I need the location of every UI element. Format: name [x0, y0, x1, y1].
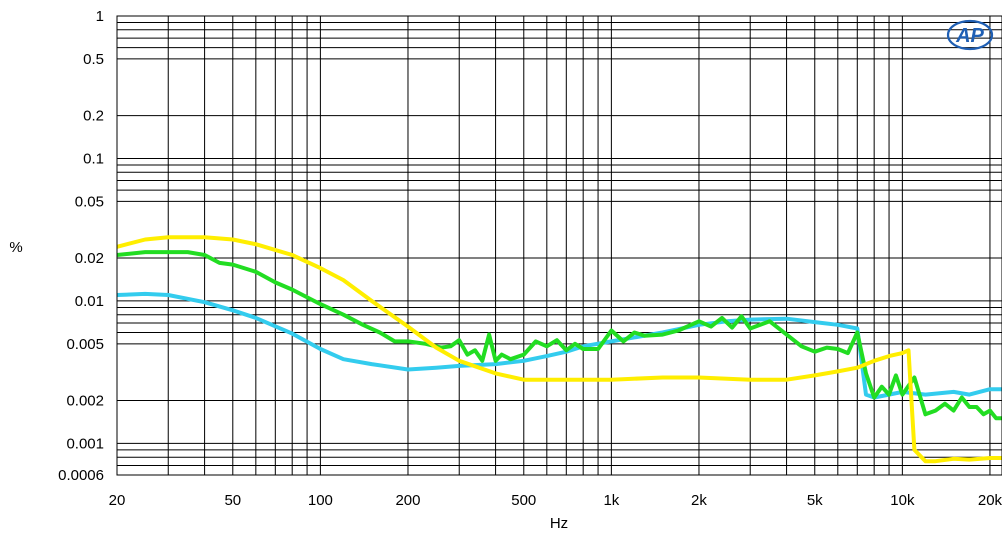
y-axis-ticks: 1 0.5 0.2 0.1 0.05 0.02 0.01 0.005 0.002 0.001 0.0…: [58, 8, 104, 484]
y-tick-label: 0.02: [75, 250, 104, 267]
y-tick-label: 1: [96, 8, 104, 25]
y-tick-label: 0.1: [83, 150, 104, 167]
x-axis-ticks: 20 50 100 200 500 1k 2k 5k 10k 20k: [109, 492, 1002, 509]
y-tick-label: 0.05: [75, 193, 104, 210]
series-layer: [116, 235, 1002, 464]
y-tick-label: 0.001: [66, 435, 104, 452]
x-tick-label: 100: [308, 492, 333, 509]
y-tick-label: 0.0006: [58, 467, 104, 484]
x-tick-label: 5k: [807, 492, 823, 509]
x-tick-label: 2k: [691, 492, 707, 509]
x-tick-label: 500: [511, 492, 536, 509]
x-tick-label: 20k: [978, 492, 1002, 509]
plot-frame: [116, 15, 1002, 476]
x-tick-label: 1k: [603, 492, 619, 509]
x-tick-label: 20: [109, 492, 126, 509]
svg-text:AP: AP: [955, 25, 984, 47]
series-line-2: [116, 250, 1002, 421]
y-tick-label: 0.5: [83, 51, 104, 68]
x-tick-label: 200: [395, 492, 420, 509]
x-tick-label: 50: [224, 492, 241, 509]
ap-logo-icon: AP: [946, 19, 994, 51]
y-tick-label: 0.002: [66, 393, 104, 410]
x-axis-label: Hz: [550, 515, 568, 532]
y-tick-label: 0.2: [83, 108, 104, 125]
x-tick-label: 10k: [890, 492, 915, 509]
y-axis-label: %: [9, 239, 22, 256]
grid: [116, 15, 1002, 476]
series-line-3: [116, 235, 1002, 464]
y-tick-label: 0.01: [75, 293, 104, 310]
y-tick-label: 0.005: [66, 336, 104, 353]
